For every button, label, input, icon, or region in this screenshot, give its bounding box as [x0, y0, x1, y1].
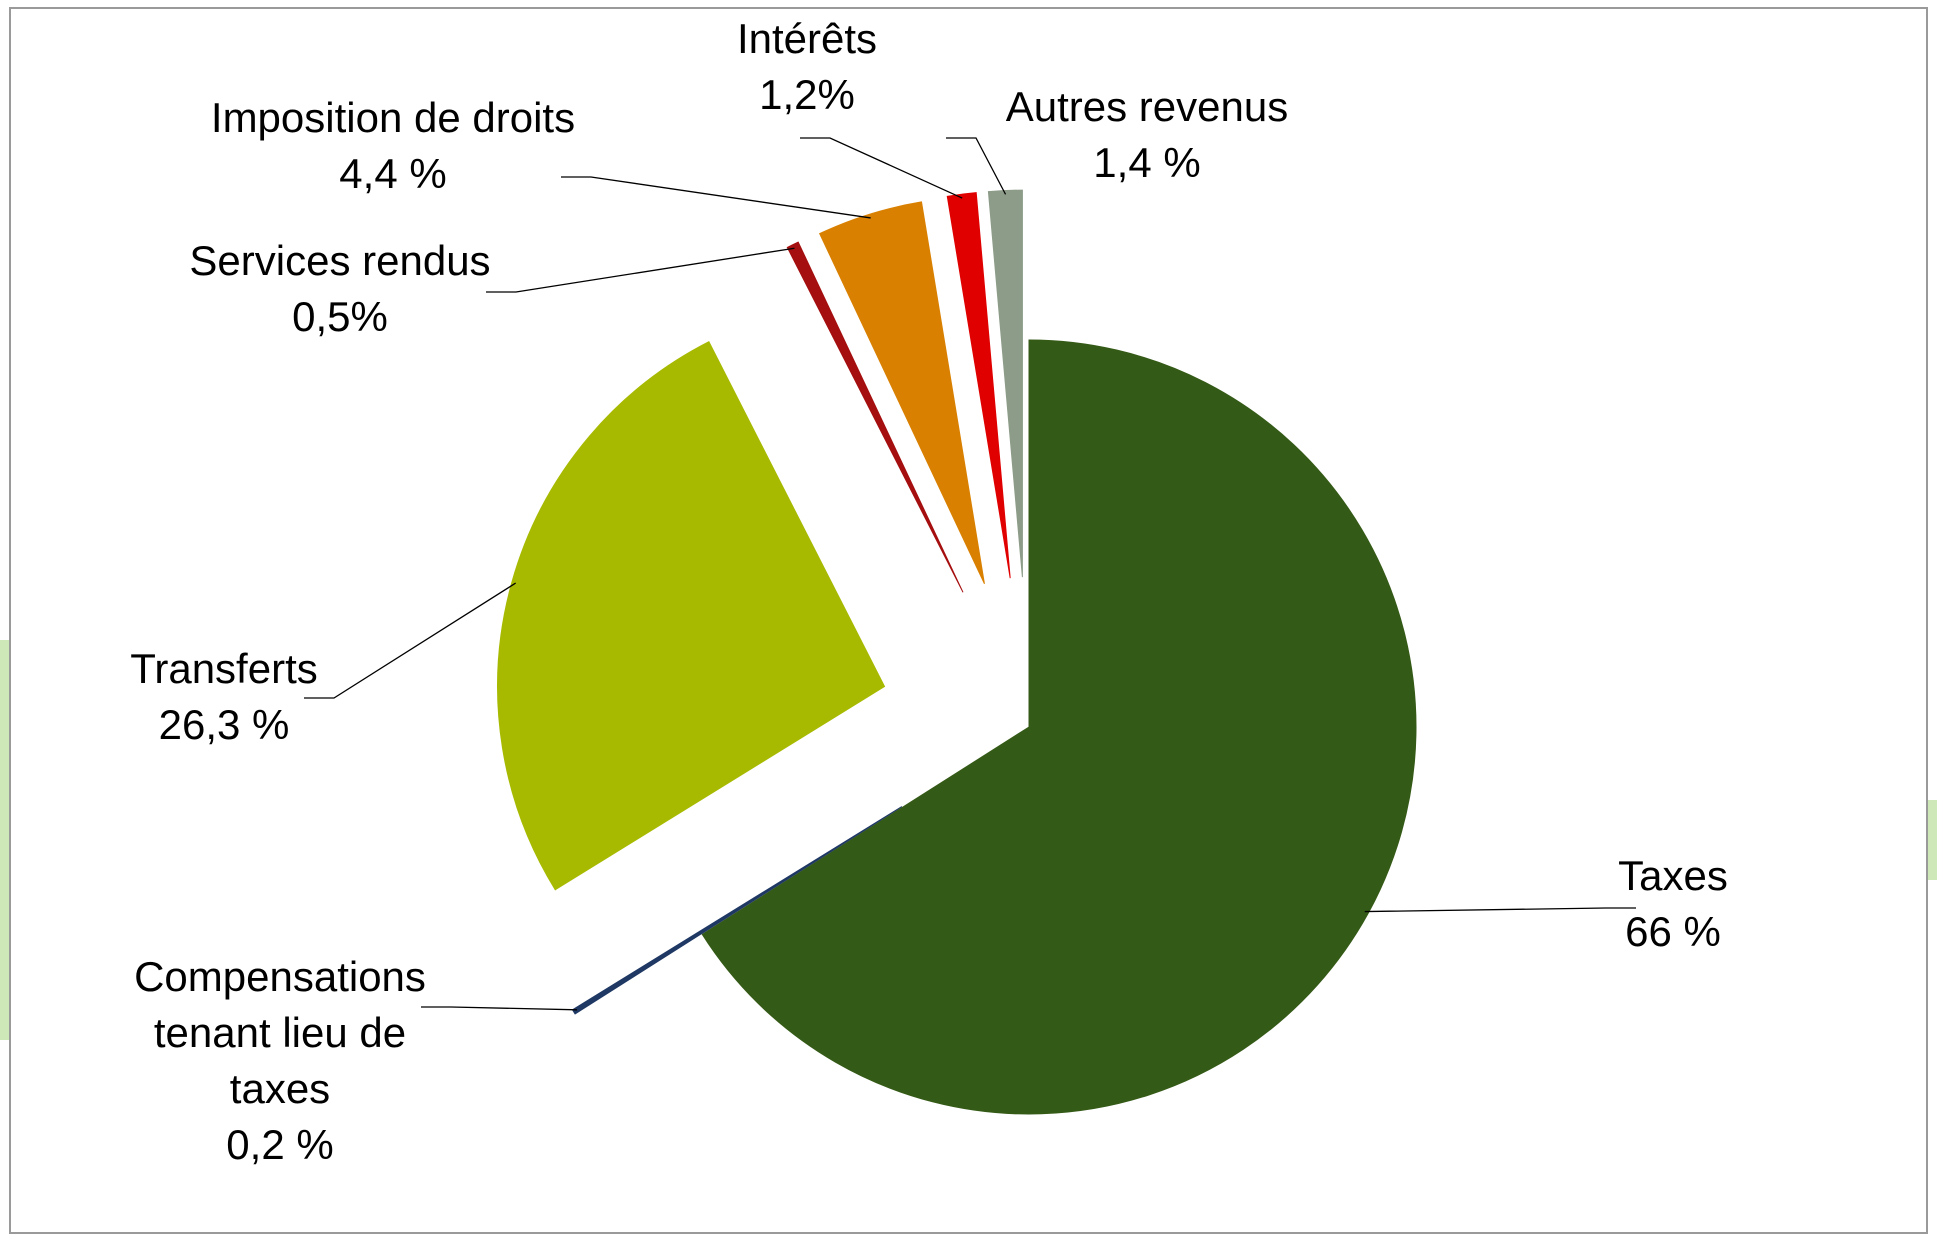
value-label: 66 % — [1625, 908, 1721, 955]
category-line: Transferts — [130, 645, 317, 692]
pie-slice — [987, 189, 1023, 578]
category-line: Taxes — [1618, 852, 1728, 899]
category-label: Taxes — [1618, 852, 1728, 899]
category-line: taxes — [230, 1065, 330, 1112]
leader-line — [1364, 907, 1636, 913]
leader-line — [421, 1006, 578, 1011]
category-label: Services rendus — [189, 237, 490, 284]
decor-strip — [1927, 800, 1937, 880]
value-label: 4,4 % — [339, 150, 446, 197]
leader-line — [946, 137, 1007, 195]
value-label: 1,4 % — [1093, 139, 1200, 186]
category-label: Compensations tenant lieu de taxes — [134, 953, 426, 1112]
category-line: Compensations — [134, 953, 426, 1000]
slice-label: Taxes 66 % — [1618, 852, 1728, 955]
pie-slice — [786, 241, 964, 593]
category-line: tenant lieu de — [154, 1009, 406, 1056]
category-line: Imposition de droits — [211, 94, 575, 141]
decor-strip — [0, 640, 10, 1040]
leader-line — [800, 137, 963, 199]
slice-label: Intérêts 1,2% — [737, 15, 877, 118]
leader-line — [561, 176, 871, 219]
category-line: Services rendus — [189, 237, 490, 284]
chart-frame — [9, 7, 1928, 1234]
pie-slice — [497, 341, 886, 891]
value-label: 0,2 % — [226, 1121, 333, 1168]
category-line: Autres revenus — [1006, 83, 1288, 130]
value-label: 26,3 % — [159, 701, 290, 748]
leader-line — [304, 582, 517, 699]
category-label: Imposition de droits — [211, 94, 575, 141]
slice-label: Transferts 26,3 % — [130, 645, 317, 748]
pie-slice — [819, 201, 985, 584]
value-label: 1,2% — [759, 71, 855, 118]
pie-slice — [946, 192, 1011, 579]
category-label: Intérêts — [737, 15, 877, 62]
pie-slice — [701, 339, 1417, 1115]
slice-label: Imposition de droits 4,4 % — [211, 94, 575, 197]
leader-line — [486, 247, 795, 293]
slice-label: Autres revenus 1,4 % — [1006, 83, 1288, 186]
category-line: Intérêts — [737, 15, 877, 62]
category-label: Transferts — [130, 645, 317, 692]
slice-label: Compensations tenant lieu de taxes 0,2 % — [134, 953, 426, 1168]
category-label: Autres revenus — [1006, 83, 1288, 130]
slice-label: Services rendus 0,5% — [189, 237, 490, 340]
value-label: 0,5% — [292, 293, 388, 340]
